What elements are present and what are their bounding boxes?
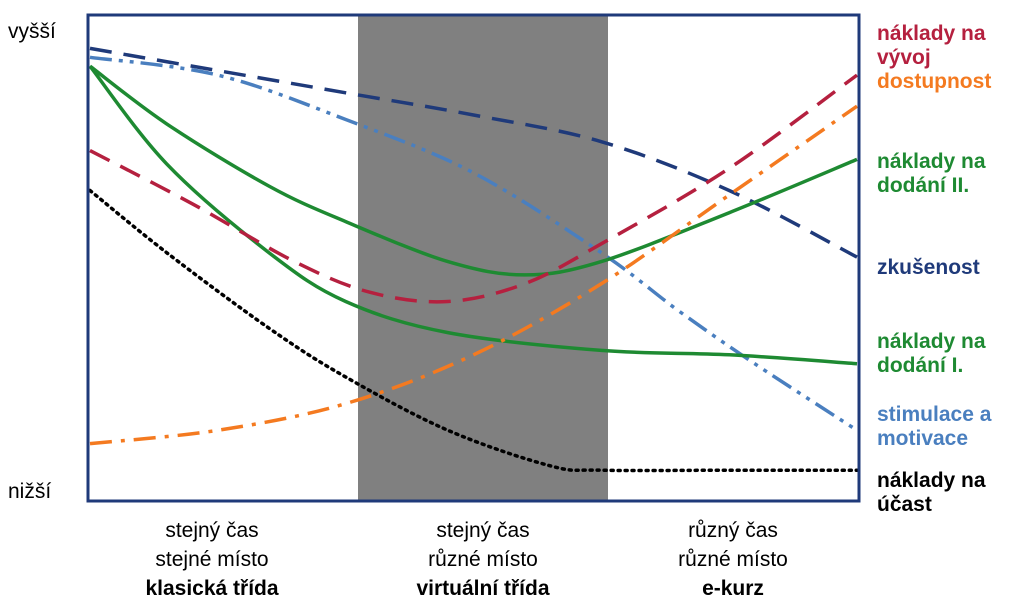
series-line-5	[89, 73, 859, 304]
legend-item-1: zkušenost	[877, 256, 980, 280]
legend-label-line: náklady na	[877, 150, 986, 173]
legend-label-line: účast	[877, 493, 932, 516]
x-category-2-title: virtuální třída	[416, 577, 550, 600]
x-category-2-line1: stejný čas	[436, 519, 530, 542]
series-line-2	[89, 55, 858, 432]
legend-item-7: náklady na účast	[877, 469, 986, 517]
x-category-1-line1: stejný čas	[165, 519, 259, 542]
legend-label-line: náklady na	[877, 469, 986, 492]
legend-label-line: náklady na	[877, 330, 986, 353]
legend-label-line: dostupnost	[877, 70, 992, 93]
plot-frame	[86, 13, 861, 503]
series-line-4	[88, 65, 858, 366]
x-category-2: stejný čas různé místo virtuální třída	[358, 516, 608, 603]
x-category-1-title: klasická třída	[145, 577, 279, 600]
series-line-1	[89, 46, 858, 259]
legend-label-line: dodání II.	[877, 174, 970, 197]
legend-item-4: náklady na dodání I.	[877, 330, 986, 378]
shaded-region-layer	[358, 15, 608, 501]
series-line-6	[89, 104, 858, 446]
legend-label-line: zkušenost	[877, 256, 980, 279]
shaded-band-2	[358, 15, 608, 501]
series-line-3	[88, 64, 858, 277]
x-category-3-title: e-kurz	[702, 577, 764, 600]
legend-label-line: dodání I.	[877, 354, 964, 377]
y-label-bottom: nižší	[8, 480, 52, 503]
x-category-3: různý čas různé místo e-kurz	[608, 516, 858, 603]
legend-label-line: stimulace a	[877, 403, 992, 426]
x-category-2-line2: různé místo	[428, 548, 538, 571]
x-category-3-line2: různé místo	[678, 548, 788, 571]
legend-item-3: náklady na dodání II.	[877, 150, 986, 198]
legend-label-line: motivace	[877, 427, 969, 450]
legend-item-2: stimulace a motivace	[877, 403, 991, 451]
legend-label-line: vývoj	[877, 46, 931, 69]
y-label-top: vyšší	[8, 20, 56, 43]
series-layer	[88, 46, 859, 473]
x-category-1: stejný čas stejné místo klasická třída	[87, 516, 337, 603]
legend-label-line: náklady na	[877, 22, 986, 45]
x-category-3-line1: různý čas	[688, 519, 778, 542]
series-line-7	[88, 188, 859, 473]
x-category-1-line2: stejné místo	[155, 548, 269, 571]
legend-item-5: náklady na vývoj	[877, 22, 986, 70]
legend-item-6: dostupnost	[877, 70, 991, 94]
